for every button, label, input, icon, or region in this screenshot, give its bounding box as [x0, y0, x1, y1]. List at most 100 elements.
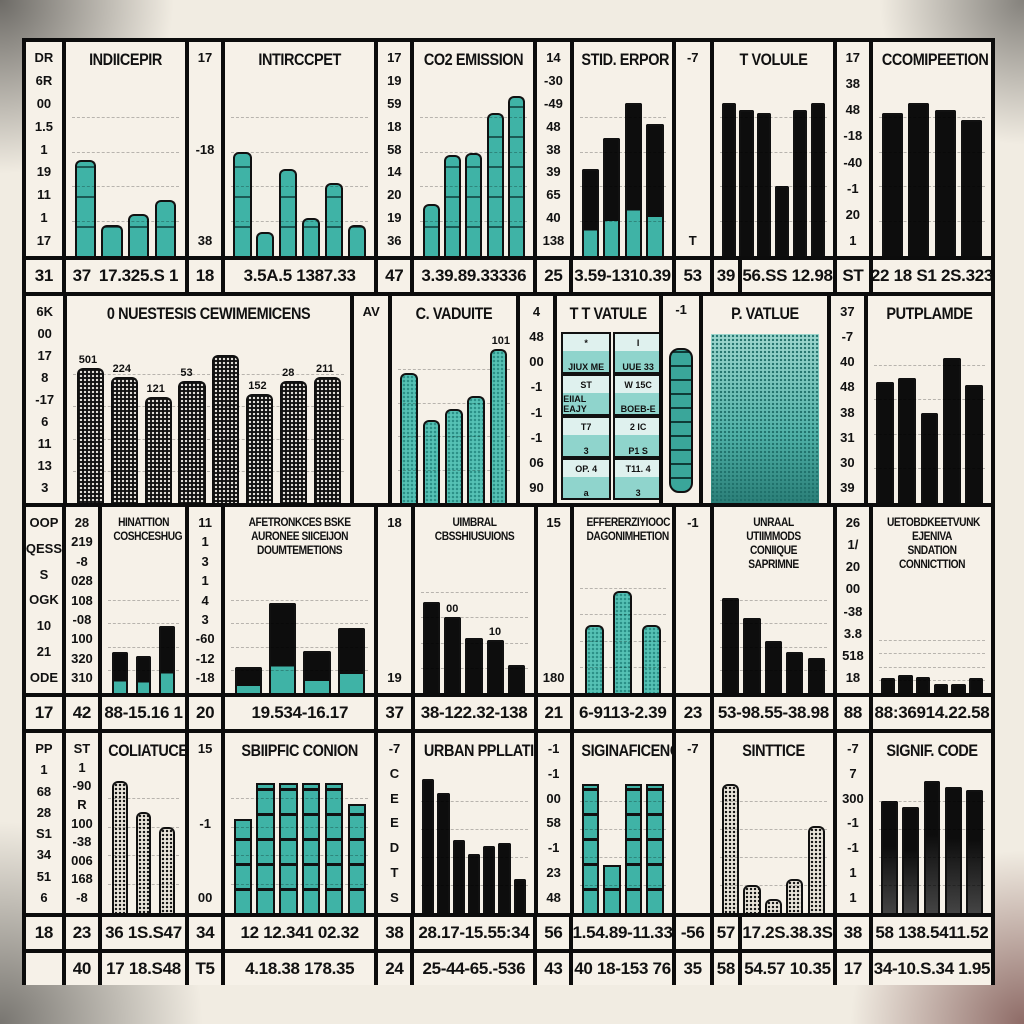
- value-cell: [26, 953, 66, 985]
- axis-tick: 58: [387, 141, 402, 157]
- axis-tick: 40: [546, 210, 561, 226]
- gridline: [878, 666, 986, 668]
- axis-tick: 19: [387, 72, 402, 88]
- axis-tick: 3: [201, 553, 209, 569]
- gridline: [397, 369, 510, 371]
- axis-tick: -18: [195, 670, 215, 685]
- table-cell-bottom: JIUX ME: [568, 362, 605, 372]
- axis-tick: 3: [201, 611, 209, 627]
- gridline: [231, 646, 369, 648]
- axis-tick: 31: [840, 429, 855, 445]
- bar: [881, 113, 903, 256]
- axis-tick: 19: [387, 210, 402, 226]
- axis-labels: 15 180: [537, 507, 574, 693]
- value-cell: 25-44-65.-536: [414, 953, 538, 985]
- value-cell: 38-122.32-138: [414, 697, 538, 729]
- axis-tick: -1: [547, 741, 560, 756]
- chart-title: UIMBRAL CBSSHIUSUIONS: [434, 515, 514, 543]
- axis-labels: 11 1 3 1 4 3 -60 -12 -18: [189, 507, 226, 693]
- gridline: [71, 116, 179, 118]
- axis-labels: ST 1 -90 R 100 -38 006 168 -8: [65, 733, 102, 913]
- bar: [934, 109, 956, 256]
- bar: [422, 602, 440, 693]
- axis-tick: 100: [71, 815, 93, 831]
- axis-tick: S: [39, 566, 49, 582]
- bar: [739, 109, 754, 256]
- axis-tick: 23: [546, 865, 561, 881]
- bar: 53: [178, 367, 206, 503]
- axis-tick: T: [390, 865, 399, 881]
- bar: [154, 200, 177, 256]
- bar: [279, 783, 298, 913]
- bar: [881, 801, 899, 913]
- axis-tick: AV: [362, 304, 380, 319]
- table-cell-bottom: 3: [583, 446, 589, 456]
- value-cell: 3.59-1310.39: [573, 260, 676, 292]
- value-cell: 53-98.55-38.98: [713, 697, 837, 729]
- gridline: [71, 221, 179, 223]
- chart-title: HINATTION COSHCESHUG: [113, 515, 183, 543]
- axis-labels: -7: [675, 733, 714, 913]
- axis-tick: -60: [195, 631, 215, 647]
- grid-row: PP 1 68 28 S1 34 51 6 ST 1 -90 R 100 -38 006 168 -8 COLIA…: [26, 733, 992, 917]
- bar: [908, 102, 930, 256]
- t-value-table: T T VATULE * JIUX ME I UUE 33 ST EIIAL EAJY W 1…: [557, 296, 664, 503]
- bar: [212, 354, 240, 503]
- bar: [452, 840, 465, 913]
- value-cell: 47: [378, 260, 415, 292]
- bar: [786, 879, 804, 913]
- table-cell-top: W 15C: [615, 376, 660, 394]
- axis-tick: 1: [201, 534, 209, 550]
- bar-label: 501: [78, 353, 98, 366]
- gridline: [579, 221, 666, 223]
- gridline: [719, 151, 827, 153]
- gridline: [579, 857, 666, 858]
- axis-tick: 00: [546, 790, 561, 806]
- gridline: [231, 623, 369, 625]
- plot-area: [719, 82, 827, 256]
- bar: [642, 624, 661, 693]
- axis-tick: 38: [845, 76, 861, 92]
- grid-row: DR 6R 00 1.5 1 19 11 1 17 INDIICEPIR 17 -18 38 INTIRC…: [26, 42, 991, 260]
- bar: [876, 381, 895, 503]
- gridline: [108, 826, 180, 828]
- bar: [942, 357, 961, 503]
- value-cell: 6-9113-2.39: [573, 697, 676, 729]
- axis-tick: 1/: [847, 537, 859, 553]
- gridline: [420, 151, 528, 153]
- chart-panel: AFETRONKCES BSKE AURONEE SIICEIJON DOUMT…: [225, 507, 379, 693]
- plot-area: [420, 773, 528, 913]
- bar: [508, 665, 526, 693]
- chart-title: STID. ERPOR: [580, 50, 669, 69]
- axis-tick: 48: [840, 379, 855, 395]
- bar: [486, 113, 504, 256]
- axis-tick: 48: [845, 102, 861, 118]
- gridline: [579, 666, 666, 668]
- chart-panel: EFFERERZIYIOOC DAGONIMHETION: [573, 507, 676, 693]
- axis-tick: 15: [197, 741, 213, 756]
- gridline: [420, 617, 528, 619]
- chart-title: T VOLULE: [739, 50, 808, 69]
- grid-row: 40 17 18.S48 T5 4.18.38 178.35 24 25-44-65.-5…: [26, 953, 991, 985]
- table-cell-bottom: EIIAL EAJY: [563, 394, 587, 414]
- axis-tick: 00: [197, 890, 213, 905]
- axis-tick: -1: [847, 180, 859, 196]
- grid-row: 18 23 36 1S.S47 34 12 12.341 02.32 38 28.17-15…: [26, 917, 991, 953]
- axis-tick: -1: [547, 840, 560, 856]
- plot-area: [108, 577, 180, 693]
- axis-labels: DR 6R 00 1.5 1 19 11 1 17: [26, 42, 66, 256]
- gridline: [108, 669, 180, 671]
- value-cell: 18: [26, 917, 66, 949]
- gridline: [231, 116, 369, 118]
- gridline: [874, 364, 985, 366]
- gridline: [878, 640, 986, 642]
- axis-tick: 21: [36, 644, 52, 660]
- table-cell: 2 IC P1 S: [613, 416, 660, 458]
- axis-tick: -7: [847, 741, 859, 756]
- bar: [303, 651, 331, 693]
- bar: [969, 678, 984, 693]
- axis-tick: 90: [529, 479, 544, 495]
- value-cell: 88: [836, 697, 873, 729]
- gridline: [579, 829, 666, 830]
- gridline: [231, 826, 369, 828]
